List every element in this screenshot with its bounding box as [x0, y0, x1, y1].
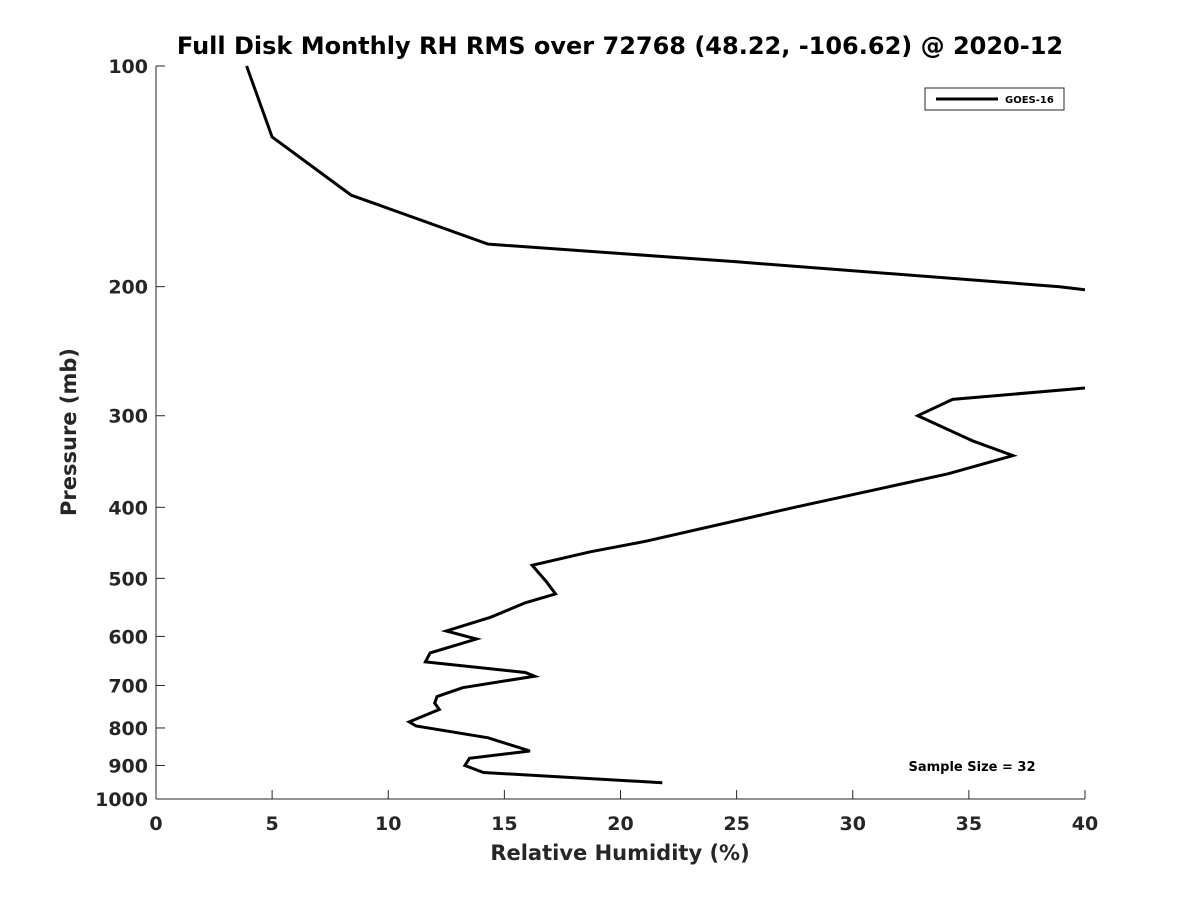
- chart-title: Full Disk Monthly RH RMS over 72768 (48.…: [177, 32, 1063, 60]
- axes: 0 5 10 15 20 25 30 35 40 100 200 300 400 500 600 700 800…: [95, 56, 1098, 835]
- x-tick-label: 20: [607, 813, 633, 835]
- y-tick-label: 500: [108, 568, 148, 590]
- x-tick-label: 35: [956, 813, 982, 835]
- x-tick-label: 15: [491, 813, 517, 835]
- x-tick-label: 30: [840, 813, 866, 835]
- legend: GOES-16: [924, 87, 1065, 111]
- y-tick-label: 300: [108, 406, 148, 428]
- x-tick-label: 25: [723, 813, 749, 835]
- y-tick-label: 1000: [95, 789, 148, 811]
- legend-entry-label: GOES-16: [1005, 95, 1054, 106]
- y-axis-label: Pressure (mb): [57, 348, 81, 516]
- y-tick-label: 400: [108, 497, 148, 519]
- x-axis-label: Relative Humidity (%): [490, 841, 749, 865]
- x-tick-label: 5: [266, 813, 279, 835]
- sample-size-annotation: Sample Size = 32: [908, 760, 1035, 775]
- y-tick-label: 800: [108, 718, 148, 740]
- y-tick-label: 100: [108, 56, 148, 78]
- y-tick-label: 200: [108, 277, 148, 299]
- x-tick-label: 0: [149, 813, 162, 835]
- series-line: [245, 65, 1085, 785]
- x-tick-label: 40: [1072, 813, 1098, 835]
- y-tick-label: 600: [108, 626, 148, 648]
- series-layer: [245, 65, 1085, 785]
- y-tick-label: 900: [108, 755, 148, 777]
- x-tick-label: 10: [375, 813, 401, 835]
- y-tick-label: 700: [108, 675, 148, 697]
